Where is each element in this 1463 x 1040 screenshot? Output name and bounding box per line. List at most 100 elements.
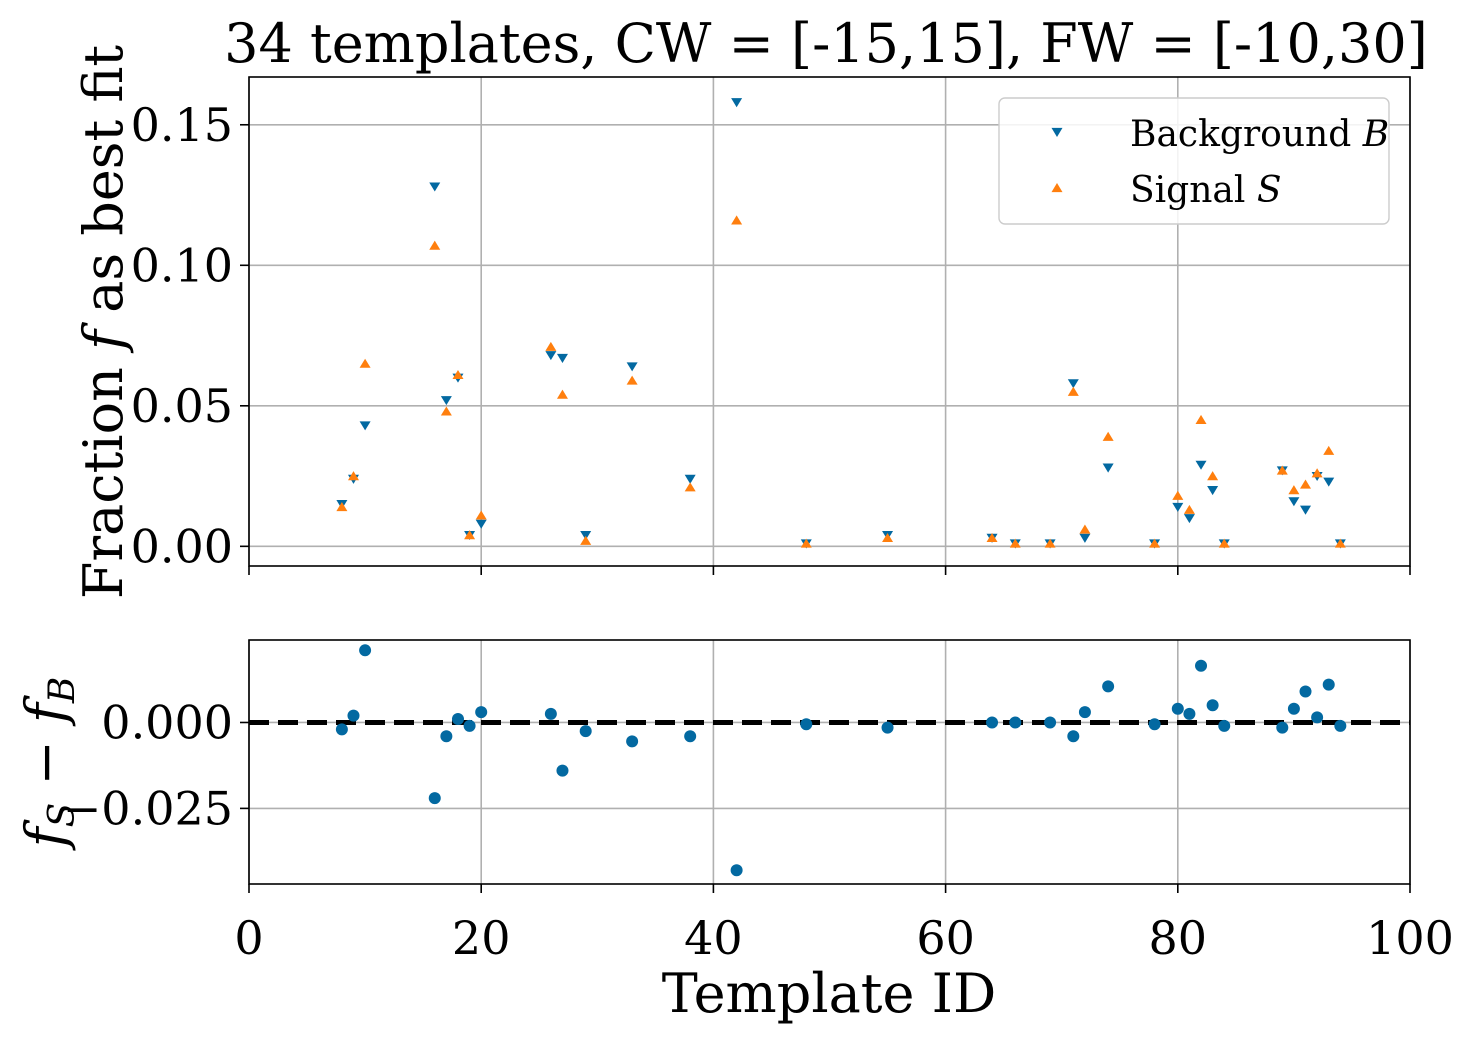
signal-point [986,532,998,543]
signal-point [440,406,452,416]
signal-point [1218,538,1230,548]
background-point [545,351,557,361]
difference-point [1171,702,1184,715]
signal-point [452,369,464,380]
signal-point [464,530,476,540]
signal-point [882,532,894,543]
difference-point [1206,699,1219,712]
signal-point [1323,445,1335,455]
difference-point [1183,707,1196,720]
x-tick-label: 20 [452,911,511,965]
signal-point [1276,465,1288,475]
difference-point [440,730,453,743]
top-y-tick-label: 0.15 [131,98,233,152]
bottom-panel: 0 20 40 60 80 100 0.000 −0.025 fS − fB Template… [14,639,1454,1025]
x-tick-label: 80 [1149,911,1208,965]
difference-point [347,709,360,722]
difference-point [1311,711,1324,724]
bottom-axes-frame [248,639,1411,885]
difference-point [1102,680,1115,693]
background-point [626,362,638,372]
signal-point [336,502,348,512]
signal-point [731,215,743,225]
difference-point [1322,678,1335,691]
top-y-axis-label: Fraction f as best fit [72,45,135,600]
difference-point [800,718,813,731]
top-marks [336,98,1346,549]
x-tick-label: 40 [684,911,743,965]
background-point [475,519,487,529]
x-tick-label: 100 [1366,911,1454,965]
background-point [1172,502,1184,512]
signal-point [1195,414,1207,424]
difference-point [1148,718,1161,731]
signal-point [556,389,568,399]
difference-point [1218,719,1231,732]
x-tick-label: 0 [234,911,263,965]
background-point [1195,460,1207,470]
signal-point [429,240,441,250]
top-ticks: 0.00 0.05 0.10 0.15 [131,98,1411,575]
signal-point [347,471,359,481]
difference-point [475,706,488,719]
difference-point [1334,719,1347,732]
top-y-tick-label: 0.00 [131,519,233,573]
difference-point [986,716,999,729]
background-point [359,421,371,431]
top-y-tick-label: 0.05 [131,379,233,433]
x-tick-label: 60 [916,911,975,965]
background-point [1207,485,1219,496]
background-point [1067,379,1079,389]
signal-point [1149,538,1161,548]
background-point [1183,514,1195,524]
background-point [556,353,568,363]
difference-point [881,721,894,734]
signal-point [1300,479,1312,489]
bottom-ticks: 0 20 40 60 80 100 0.000 −0.025 [63,695,1454,965]
signal-point [1334,538,1346,548]
x-axis-label: Template ID [662,962,996,1025]
signal-point [1079,524,1091,534]
background-point [1102,463,1114,473]
difference-point [684,730,697,743]
background-point [440,396,452,406]
background-point [1323,477,1335,487]
difference-point [1195,659,1208,672]
legend-label-signal: Signal S [1130,170,1282,211]
difference-point [556,764,569,777]
signal-point [1311,468,1323,478]
bottom-y-tick-label: 0.000 [101,695,233,749]
difference-point [544,707,557,720]
top-panel: 0.00 0.05 0.10 0.15 Background B Signal S F… [72,45,1411,600]
chart-title: 34 templates, CW = [-15,15], FW = [-10,3… [224,12,1428,75]
bottom-y-axis-label: fS − fB [14,677,83,852]
legend-box [998,97,1390,225]
bottom-y-tick-label: −0.025 [63,781,233,835]
difference-point [1287,702,1300,715]
signal-point [1009,538,1021,548]
legend: Background B Signal S [998,97,1390,225]
difference-point [730,864,743,877]
difference-point [1276,721,1289,734]
background-point [1288,497,1300,507]
signal-point [545,341,557,351]
difference-point [579,725,592,738]
top-y-tick-label: 0.10 [131,238,233,292]
background-point [1079,533,1091,543]
difference-point [1067,730,1080,743]
difference-point [359,644,372,657]
signal-point [1207,471,1219,481]
difference-point [451,713,464,726]
bottom-marks [335,644,1347,877]
signal-point [475,510,487,520]
background-point [429,182,441,192]
difference-point [1009,716,1022,729]
signal-point [626,375,638,385]
legend-label-background: Background B [1130,114,1389,155]
signal-point [800,538,812,548]
difference-point [1078,706,1091,719]
signal-point [1172,490,1184,500]
background-point [580,530,592,541]
signal-point [1102,431,1114,441]
